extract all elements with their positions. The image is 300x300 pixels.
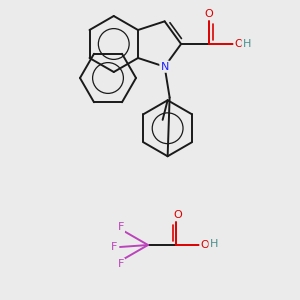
Text: N: N <box>160 62 169 72</box>
Text: F: F <box>118 259 124 269</box>
Text: O: O <box>174 210 182 220</box>
Text: O: O <box>205 9 214 19</box>
Text: O: O <box>235 39 243 49</box>
Text: H: H <box>210 239 218 249</box>
Text: H: H <box>243 39 251 49</box>
Text: F: F <box>111 242 117 252</box>
Text: O: O <box>200 240 209 250</box>
Text: F: F <box>118 222 124 232</box>
